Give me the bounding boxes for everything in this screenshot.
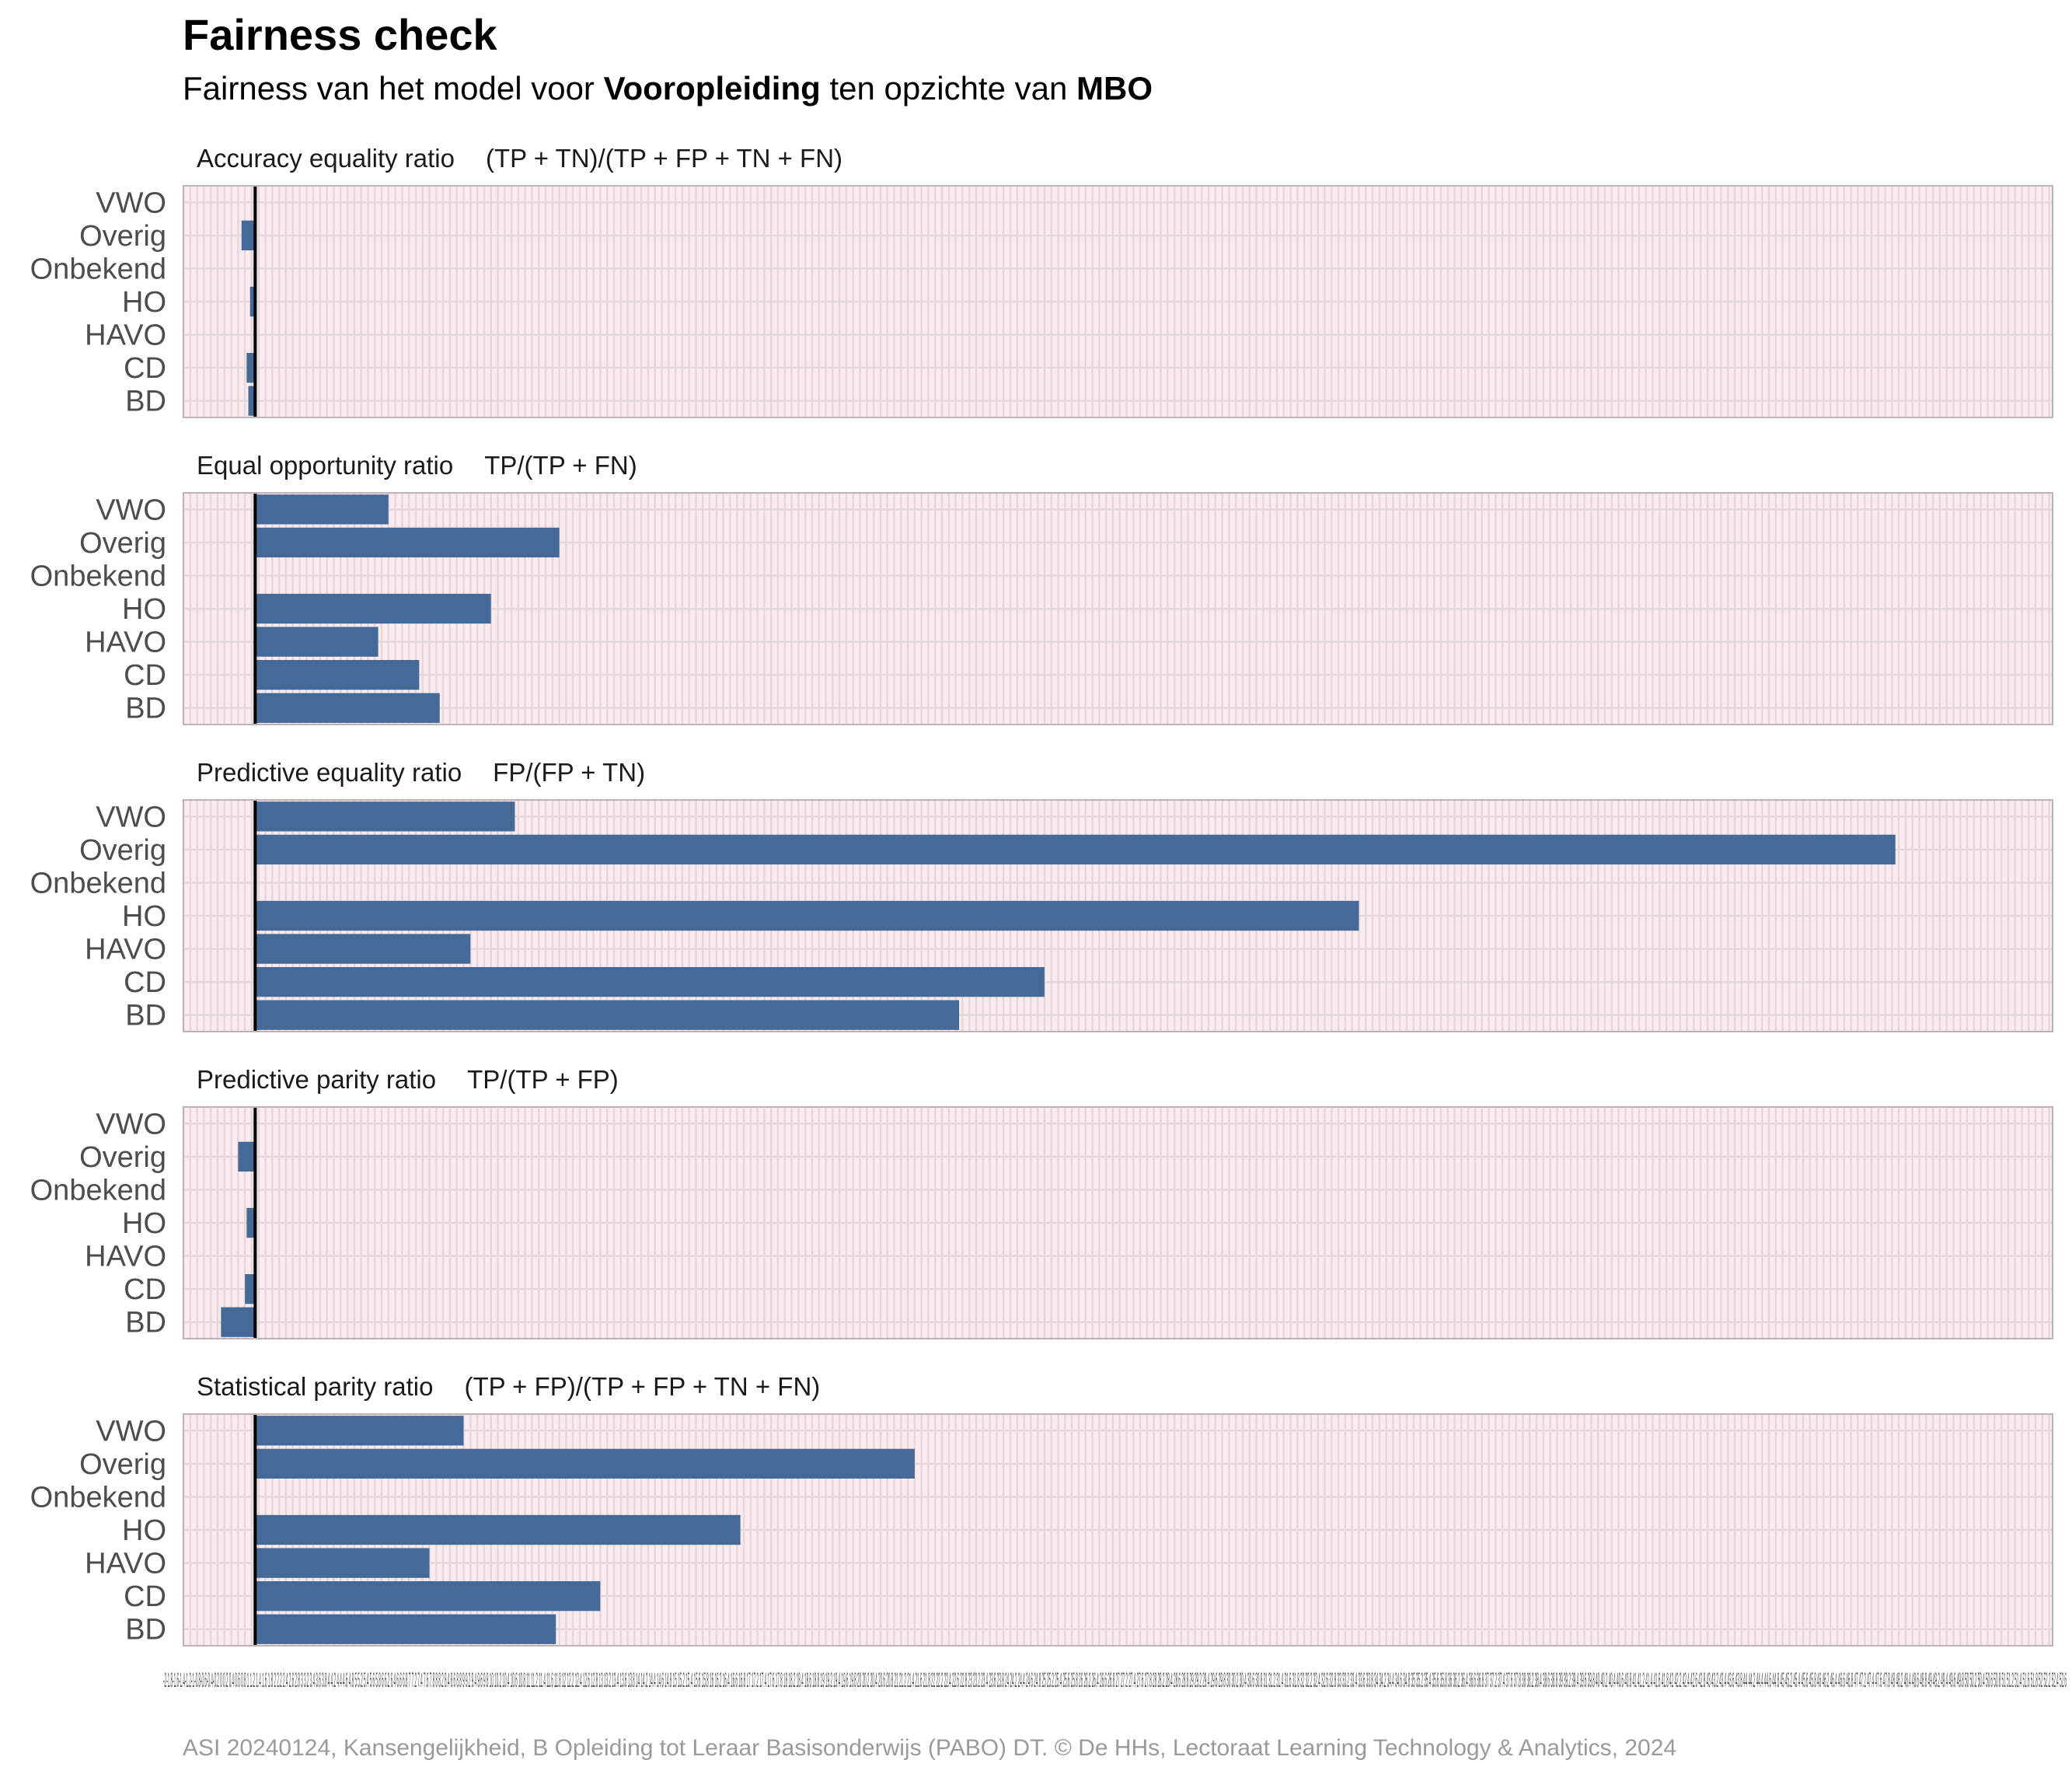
category-label: BD <box>125 1000 166 1032</box>
bar-overig <box>241 220 256 251</box>
category-label: HO <box>122 286 166 319</box>
category-label: Onbekend <box>30 560 166 592</box>
bar-cd <box>255 966 1045 997</box>
category-label: HO <box>122 593 166 626</box>
bar-havo <box>255 1548 430 1578</box>
x-axis-tick-labels: -2-1.8-1.6-1.4-1.2-1-0.8-0.6-0.4-0.2 0 0… <box>163 1668 2067 1692</box>
bar-overig <box>255 527 560 558</box>
panel-metric-name: Predictive equality ratio <box>197 758 462 787</box>
bar-ho <box>255 593 491 624</box>
bar-cd <box>245 1273 256 1304</box>
category-label: Onbekend <box>30 253 166 285</box>
panel-title: Predictive parity ratio TP/(TP + FP) <box>197 1065 619 1094</box>
category-label: HO <box>122 900 166 933</box>
bar-ho <box>255 1514 741 1545</box>
chart-title: Fairness check <box>183 10 497 59</box>
category-label: HAVO <box>85 1241 166 1273</box>
subtitle-middle: ten opzichte van <box>820 70 1077 107</box>
bar-ho <box>246 1207 256 1238</box>
bar-havo <box>255 627 378 657</box>
category-label: BD <box>125 693 166 725</box>
category-label: HO <box>122 1207 166 1240</box>
panel-formula: TP/(TP + FN) <box>484 451 637 480</box>
panel-metric-name: Accuracy equality ratio <box>197 144 455 173</box>
panel-title: Accuracy equality ratio (TP + TN)/(TP + F… <box>197 144 842 173</box>
panel-border <box>183 185 2053 418</box>
category-label: VWO <box>96 801 166 833</box>
chart-subtitle: Fairness van het model voor Vooropleidin… <box>183 70 1153 107</box>
panel-title: Equal opportunity ratio TP/(TP + FN) <box>197 451 637 480</box>
bar-cd <box>255 1580 601 1612</box>
category-label: Overig <box>79 1141 166 1174</box>
panel-formula: (TP + FP)/(TP + FP + TN + FN) <box>464 1372 820 1401</box>
category-label: CD <box>124 1580 166 1613</box>
bar-bd <box>255 693 440 723</box>
category-label: VWO <box>96 494 166 526</box>
panel-border <box>183 1413 2053 1647</box>
subtitle-prefix: Fairness van het model voor <box>183 70 604 107</box>
bar-cd <box>255 659 420 690</box>
panel-formula: FP/(FP + TN) <box>493 758 645 787</box>
bar-vwo <box>255 801 515 832</box>
bar-overig <box>255 1448 915 1479</box>
bar-overig <box>238 1141 256 1172</box>
bar-bd <box>248 386 256 416</box>
chart-caption: ASI 20240124, Kansengelijkheid, B Opleid… <box>183 1735 1677 1761</box>
category-label: CD <box>124 1273 166 1306</box>
bar-bd <box>255 1000 960 1030</box>
bar-bd <box>221 1307 256 1337</box>
bar-ho <box>249 286 256 317</box>
bar-cd <box>246 352 256 383</box>
category-label: Overig <box>79 527 166 560</box>
panel-title: Statistical parity ratio (TP + FP)/(TP + … <box>197 1372 820 1401</box>
category-label: BD <box>125 1307 166 1339</box>
category-label: Overig <box>79 220 166 253</box>
category-label: HAVO <box>85 627 166 659</box>
panel-border <box>183 799 2053 1032</box>
category-label: VWO <box>96 1415 166 1447</box>
panel-formula: (TP + TN)/(TP + FP + TN + FN) <box>486 144 842 173</box>
panel-border <box>183 492 2053 725</box>
bar-bd <box>255 1614 556 1644</box>
category-label: HAVO <box>85 320 166 352</box>
category-label: VWO <box>96 1108 166 1140</box>
category-label: BD <box>125 386 166 418</box>
bar-ho <box>255 900 1359 931</box>
category-label: CD <box>124 352 166 385</box>
bar-vwo <box>255 1416 464 1446</box>
category-label: VWO <box>96 187 166 219</box>
panel-metric-name: Statistical parity ratio <box>197 1372 433 1401</box>
bar-vwo <box>255 494 389 525</box>
category-label: CD <box>124 659 166 692</box>
panel-title: Predictive equality ratio FP/(FP + TN) <box>197 758 645 787</box>
panel-formula: TP/(TP + FP) <box>467 1065 619 1094</box>
panel-metric-name: Equal opportunity ratio <box>197 451 453 480</box>
category-label: Overig <box>79 1448 166 1481</box>
category-label: Overig <box>79 834 166 867</box>
subtitle-reference: MBO <box>1076 70 1153 107</box>
category-label: Onbekend <box>30 1481 166 1514</box>
category-label: HAVO <box>85 934 166 966</box>
bar-havo <box>255 934 471 964</box>
bar-overig <box>255 834 1896 865</box>
category-label: HO <box>122 1514 166 1547</box>
category-label: Onbekend <box>30 1174 166 1207</box>
category-label: CD <box>124 966 166 999</box>
panel-metric-name: Predictive parity ratio <box>197 1065 436 1094</box>
subtitle-variable: Vooropleiding <box>603 70 821 107</box>
panel-border <box>183 1106 2053 1339</box>
category-label: BD <box>125 1614 166 1647</box>
category-label: Onbekend <box>30 867 166 899</box>
category-label: HAVO <box>85 1548 166 1580</box>
